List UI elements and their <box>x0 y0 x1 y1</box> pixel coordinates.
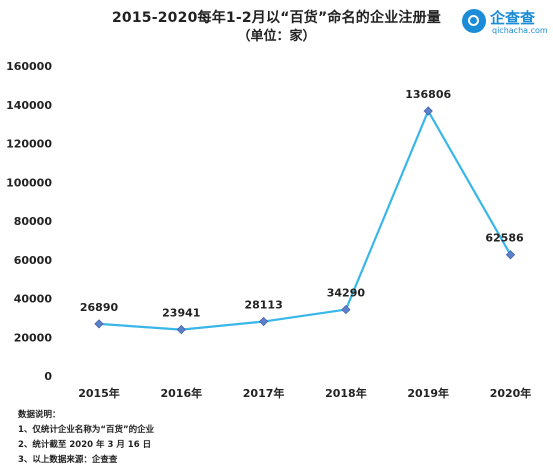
qichacha-logo: 企查查 qichacha.com <box>462 4 548 40</box>
x-tick-label: 2020年 <box>490 386 532 400</box>
series-line <box>98 109 512 331</box>
y-tick-label: 80000 <box>14 215 53 228</box>
data-point <box>423 106 433 116</box>
y-tick-label: 140000 <box>6 99 52 112</box>
y-tick-label: 100000 <box>6 176 52 189</box>
x-tick-label: 2019年 <box>407 386 449 400</box>
notes-heading: 数据说明： <box>18 410 61 420</box>
chart-subtitle: （单位：家） <box>237 29 316 44</box>
x-tick-label: 2016年 <box>160 386 202 400</box>
note-item: 3、以上数据来源：企查查 <box>18 455 118 465</box>
data-point <box>505 250 516 260</box>
data-label: 23941 <box>162 307 200 320</box>
data-label: 34290 <box>327 287 366 300</box>
y-tick-label: 40000 <box>14 293 53 306</box>
logo-domain: qichacha.com <box>492 26 548 35</box>
data-label: 136806 <box>405 88 451 101</box>
chart-title: 2015-2020每年1-2月以“百货”命名的企业注册量 <box>111 10 442 26</box>
y-tick-label: 120000 <box>6 138 52 151</box>
data-point <box>258 316 269 327</box>
data-label: 28113 <box>244 299 282 312</box>
y-tick-label: 0 <box>44 370 52 383</box>
x-tick-label: 2018年 <box>325 386 367 400</box>
data-point <box>176 324 186 335</box>
note-item: 1、仅统计企业名称为“百货”的企业 <box>18 425 155 435</box>
search-logo-icon <box>462 9 486 33</box>
data-notes: 数据说明： 1、仅统计企业名称为“百货”的企业 2、统计截至 2020 年 3 … <box>18 408 154 468</box>
note-item: 2、统计截至 2020 年 3 月 16 日 <box>18 440 152 450</box>
data-point <box>94 319 104 329</box>
y-tick-label: 60000 <box>14 254 53 267</box>
data-label: 26890 <box>80 301 119 314</box>
y-tick-label: 160000 <box>6 60 52 73</box>
y-tick-label: 20000 <box>14 331 53 344</box>
x-tick-label: 2017年 <box>243 386 285 400</box>
logo-name: 企查查 <box>490 9 536 27</box>
data-point <box>341 304 351 315</box>
data-label: 62586 <box>485 232 524 245</box>
x-tick-label: 2015年 <box>78 386 120 400</box>
